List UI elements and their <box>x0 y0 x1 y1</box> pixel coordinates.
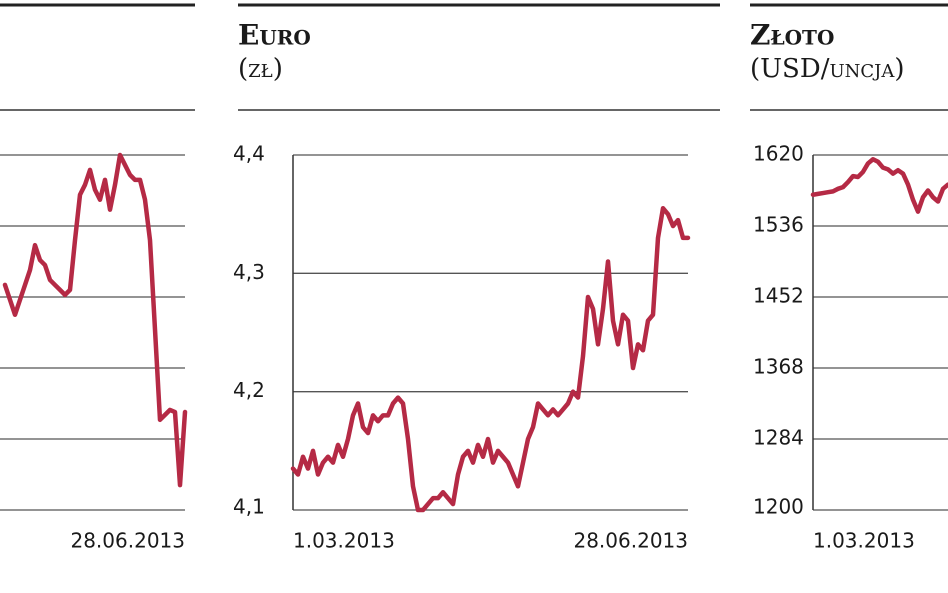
panel-title: Złoto <box>750 19 834 52</box>
x-tick-label: 1.03.2013 <box>293 529 395 553</box>
y-tick-label: 1284 <box>753 426 804 450</box>
y-tick-label: 1536 <box>753 213 804 237</box>
y-tick-label: 4,1 <box>233 495 265 519</box>
y-tick-label: 1200 <box>753 495 804 519</box>
panel-subtitle: (USD/uncja) <box>750 54 905 84</box>
x-tick-label: 28.06.2013 <box>573 529 688 553</box>
y-tick-label: 1452 <box>753 284 804 308</box>
y-tick-label: 4,3 <box>233 260 265 284</box>
x-tick-label: 1.03.2013 <box>813 529 915 553</box>
data-line <box>290 206 691 513</box>
x-tick-label: 28.06.2013 <box>70 529 185 553</box>
data-line <box>2 152 188 488</box>
panel-subtitle: (zł) <box>238 54 283 84</box>
panel-title: Euro <box>238 19 311 52</box>
data-line <box>810 156 948 214</box>
y-tick-label: 1620 <box>753 142 804 166</box>
y-tick-label: 4,2 <box>233 378 265 402</box>
y-tick-label: 1368 <box>753 355 804 379</box>
y-tick-label: 4,4 <box>233 142 265 166</box>
